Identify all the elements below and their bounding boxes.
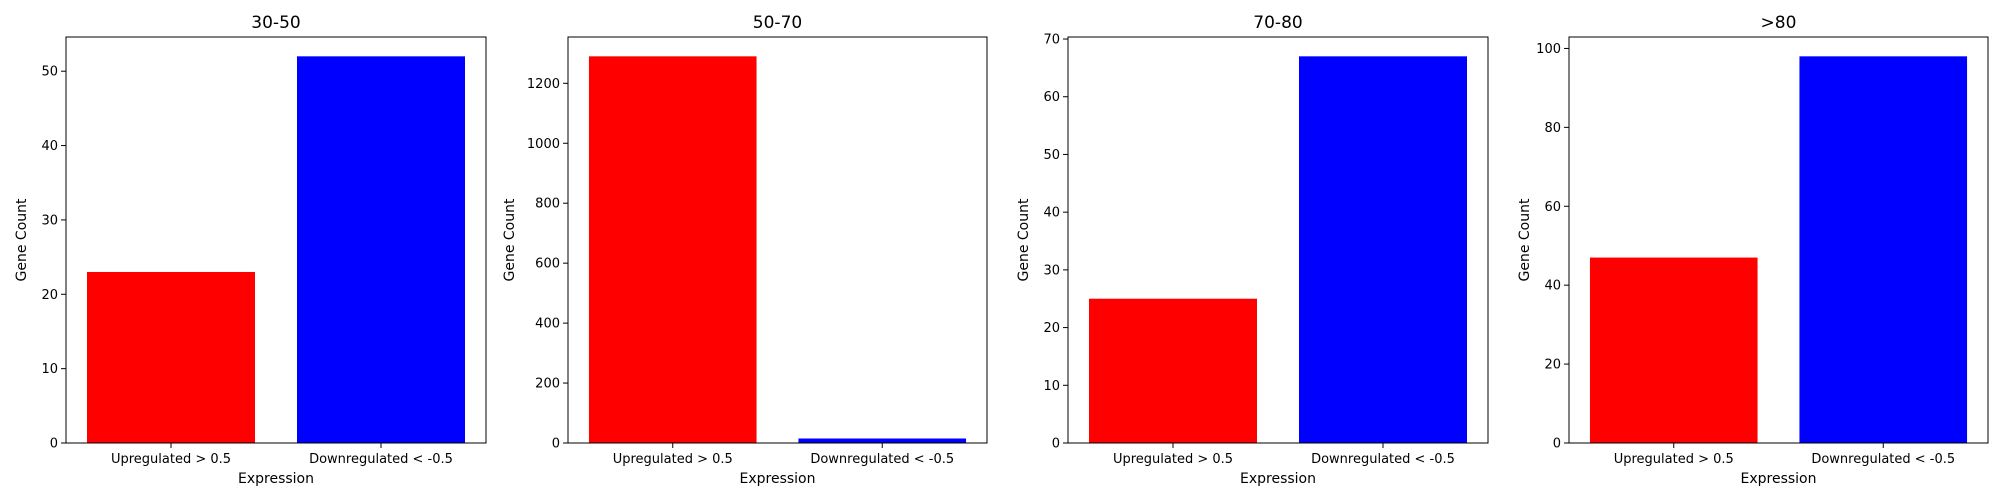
x-axis-label: Expression	[740, 471, 816, 487]
bar-downregulated	[1799, 56, 1968, 443]
x-tick-label: Upregulated > 0.5	[1113, 452, 1233, 467]
y-tick-label: 70	[1043, 33, 1060, 48]
chart-title: 50-70	[753, 13, 802, 33]
x-tick-label: Upregulated > 0.5	[1614, 452, 1734, 467]
bar-downregulated	[1299, 56, 1467, 443]
y-tick-label: 400	[535, 317, 560, 332]
x-tick-label: Downregulated < -0.5	[1811, 452, 1955, 467]
y-tick-label: 20	[1043, 321, 1060, 336]
y-axis-label: Gene Count	[502, 198, 518, 281]
plot-frame	[1568, 36, 1989, 444]
y-tick-label: 80	[1544, 121, 1561, 136]
x-axis-label: Expression	[238, 471, 314, 487]
x-axis-label: Expression	[1741, 471, 1817, 487]
y-tick-label: 1000	[527, 137, 560, 152]
bar-downregulated	[297, 56, 465, 443]
y-tick-label: 0	[1553, 437, 1561, 452]
y-tick-label: 10	[41, 362, 58, 377]
y-tick-label: 30	[1043, 263, 1060, 278]
y-tick-label: 600	[535, 257, 560, 272]
y-tick-label: 50	[1043, 148, 1060, 163]
x-axis-label: Expression	[1240, 471, 1316, 487]
y-tick-label: 100	[1536, 42, 1561, 57]
y-tick-label: 50	[41, 65, 58, 80]
y-tick-label: 0	[552, 437, 560, 452]
x-tick-label: Downregulated < -0.5	[309, 452, 453, 467]
y-tick-label: 800	[535, 197, 560, 212]
x-tick-label: Upregulated > 0.5	[111, 452, 231, 467]
y-axis-label: Gene Count	[1517, 198, 1533, 281]
y-tick-label: 10	[1043, 379, 1060, 394]
plot-frame	[1067, 36, 1489, 444]
x-tick-label: Downregulated < -0.5	[1311, 452, 1455, 467]
y-tick-label: 200	[535, 377, 560, 392]
chart-title: 30-50	[251, 13, 300, 33]
bar-upregulated	[1089, 298, 1257, 443]
y-axis-label: Gene Count	[14, 198, 30, 281]
plot-frame	[567, 36, 988, 444]
y-tick-label: 20	[1544, 358, 1561, 373]
y-tick-label: 1200	[527, 77, 560, 92]
chart-title: 70-80	[1253, 13, 1302, 33]
bar-upregulated	[588, 56, 757, 443]
y-tick-label: 20	[41, 288, 58, 303]
chart-title: >80	[1761, 13, 1797, 33]
bar-upregulated	[87, 271, 255, 443]
plot-frame	[65, 36, 487, 444]
y-tick-label: 40	[41, 139, 58, 154]
y-tick-label: 40	[1544, 279, 1561, 294]
x-tick-label: Downregulated < -0.5	[810, 452, 954, 467]
bar-upregulated	[1589, 257, 1758, 443]
y-tick-label: 0	[1052, 437, 1060, 452]
y-tick-label: 40	[1043, 206, 1060, 221]
bar-downregulated	[798, 438, 967, 443]
y-tick-label: 30	[41, 213, 58, 228]
y-axis-label: Gene Count	[1016, 198, 1032, 281]
x-tick-label: Upregulated > 0.5	[613, 452, 733, 467]
y-tick-label: 0	[50, 437, 58, 452]
y-tick-label: 60	[1043, 90, 1060, 105]
y-tick-label: 60	[1544, 200, 1561, 215]
